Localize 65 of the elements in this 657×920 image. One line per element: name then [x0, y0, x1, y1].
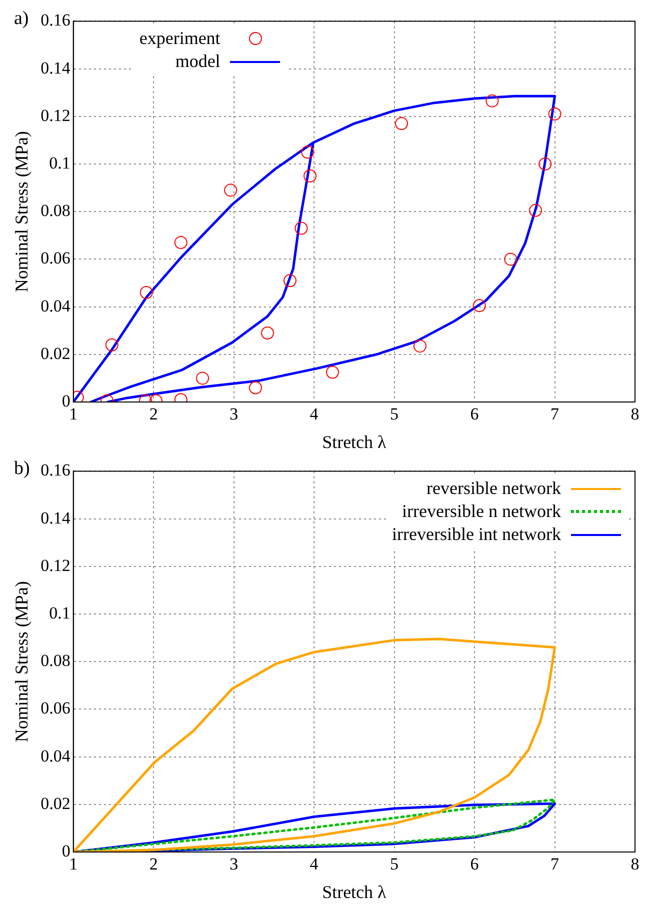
- y-tick-label: 0: [62, 841, 70, 860]
- y-tick-label: 0.12: [40, 106, 70, 125]
- x-tick-label: 5: [390, 404, 399, 424]
- x-axis-title: Stretch λ: [322, 432, 387, 452]
- legend-label: irreversible int network: [392, 523, 561, 546]
- y-tick-label: 0.04: [40, 746, 71, 766]
- x-tick-label: 7: [550, 404, 560, 424]
- x-axis-title: Stretch λ: [322, 882, 387, 902]
- legend-label: experiment: [139, 27, 220, 50]
- y-tick-label: 0: [62, 391, 70, 410]
- point: [105, 338, 118, 352]
- point: [304, 169, 317, 182]
- x-tick-label: 3: [230, 854, 238, 874]
- point: [248, 381, 262, 394]
- y-axis-title: Nominal Stress (MPa): [12, 581, 32, 742]
- y-tick-label: 0.08: [40, 201, 70, 220]
- x-tick-label: 7: [550, 854, 560, 874]
- x-tick-label: 5: [390, 854, 399, 874]
- y-tick-label: 0.1: [49, 603, 70, 622]
- x-tick-label: 1: [69, 404, 78, 424]
- x-tick-label: 4: [310, 854, 319, 874]
- point: [294, 222, 308, 235]
- point: [283, 274, 296, 288]
- y-tick-label: 0.04: [40, 296, 71, 316]
- y-tick-label: 0.06: [40, 248, 70, 268]
- y-tick-label: 0.16: [40, 460, 70, 480]
- y-tick-label: 0.02: [40, 344, 70, 363]
- point: [548, 108, 562, 121]
- y-tick-label: 0.14: [40, 508, 71, 528]
- point: [301, 146, 314, 159]
- x-tick-label: 3: [230, 404, 238, 424]
- y-axis-title: Nominal Stress (MPa): [12, 131, 32, 292]
- y-tick-label: 0.14: [40, 58, 71, 78]
- y-tick-label: 0.16: [40, 10, 70, 30]
- legend-label: model: [175, 50, 220, 74]
- point: [529, 204, 542, 217]
- y-tick-label: 0.08: [40, 651, 70, 670]
- x-tick-label: 4: [310, 404, 319, 424]
- point: [413, 340, 426, 353]
- point: [538, 158, 552, 170]
- point: [224, 184, 238, 197]
- legend-label: reversible network: [426, 477, 561, 500]
- y-tick-label: 0.12: [40, 556, 70, 575]
- x-tick-label: 8: [630, 854, 640, 874]
- x-tick-label: 2: [149, 404, 158, 424]
- point: [140, 286, 153, 300]
- y-tick-label: 0.1: [49, 153, 70, 172]
- y-tick-label: 0.06: [40, 698, 70, 718]
- x-tick-label: 6: [470, 404, 479, 424]
- x-tick-label: 1: [69, 854, 78, 874]
- point: [472, 299, 486, 312]
- point: [196, 372, 210, 385]
- x-tick-label: 2: [149, 854, 158, 874]
- point: [326, 366, 340, 379]
- legend-label: irreversible n network: [402, 500, 561, 524]
- point: [486, 94, 499, 108]
- point: [261, 326, 274, 340]
- text: a): [14, 8, 29, 30]
- point: [174, 236, 188, 250]
- x-tick-label: 8: [630, 404, 640, 424]
- text: b): [14, 458, 30, 480]
- point: [395, 117, 408, 130]
- point: [504, 252, 518, 266]
- y-tick-label: 0.02: [40, 794, 70, 813]
- x-tick-label: 6: [470, 854, 479, 874]
